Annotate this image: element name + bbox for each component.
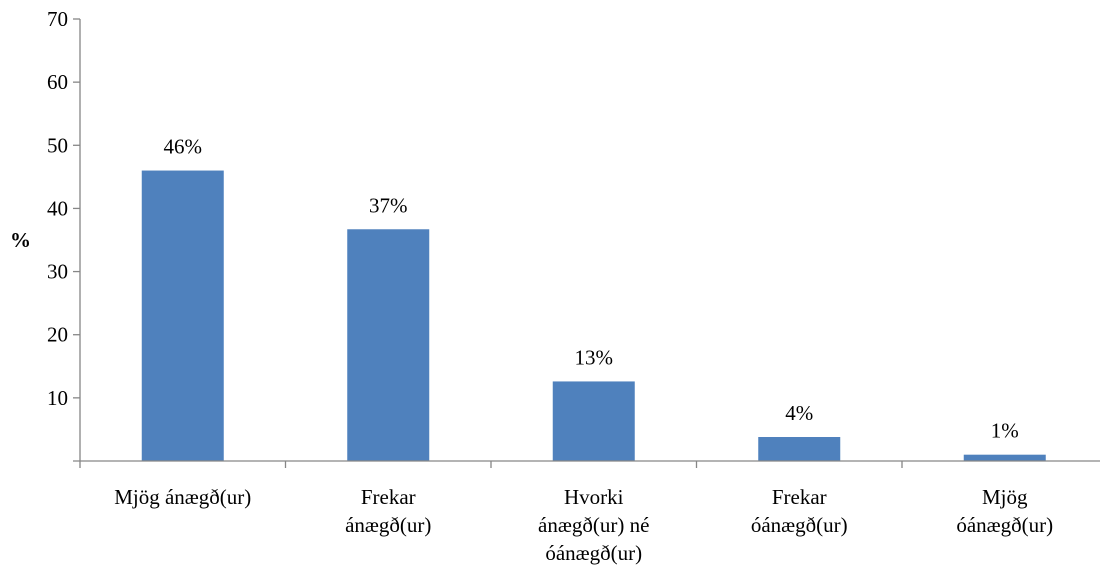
y-axis-ticks: 10 20 30 40 50 60 70 — [47, 7, 80, 410]
x-tick-label-line: óánægð(ur) — [956, 513, 1053, 537]
x-tick-label-line: ánægð(ur) — [345, 513, 431, 537]
x-tick-label: Frekar ánægð(ur) — [345, 485, 431, 537]
x-tick-label-line: Frekar — [361, 485, 416, 509]
data-label: 37% — [369, 193, 408, 217]
data-label: 4% — [785, 401, 813, 425]
x-tick-label-line: Hvorki — [564, 485, 624, 509]
x-tick-label-line: óánægð(ur) — [751, 513, 848, 537]
x-tick-label-line: Mjög ánægð(ur) — [114, 485, 251, 509]
bar — [758, 437, 841, 461]
data-label: 1% — [991, 419, 1019, 443]
y-tick-label: 70 — [47, 7, 68, 31]
data-label: 46% — [164, 135, 203, 159]
x-tick-label: Frekar óánægð(ur) — [751, 485, 848, 537]
bar — [347, 229, 430, 461]
category-labels-group: Mjög ánægð(ur) Frekar ánægð(ur) Hvorki ánægð… — [114, 485, 1053, 565]
x-tick-label: Hvorki ánægð(ur) né óánægð(ur) — [538, 485, 649, 565]
bar — [963, 454, 1046, 461]
y-axis-label: % — [10, 228, 31, 252]
x-axis-ticks — [79, 461, 903, 468]
data-labels-group: 46% 37% 13% 4% 1% — [164, 135, 1019, 443]
y-tick-label: 30 — [47, 260, 68, 284]
bar — [141, 170, 224, 462]
x-tick-label-line: Mjög — [982, 485, 1028, 509]
x-tick-label: Mjög ánægð(ur) — [114, 485, 251, 509]
x-tick-label-line: óánægð(ur) — [545, 541, 642, 565]
data-label: 13% — [575, 345, 614, 369]
y-tick-label: 40 — [47, 196, 68, 220]
y-tick-label: 50 — [47, 133, 68, 157]
x-tick-label-line: ánægð(ur) né — [538, 513, 649, 537]
x-tick-label: Mjög óánægð(ur) — [956, 485, 1053, 537]
y-tick-label: 20 — [47, 323, 68, 347]
x-tick-label-line: Frekar — [772, 485, 827, 509]
bars-group — [141, 170, 1046, 462]
y-tick-label: 10 — [47, 386, 68, 410]
y-tick-label: 60 — [47, 70, 68, 94]
bar — [552, 381, 635, 461]
